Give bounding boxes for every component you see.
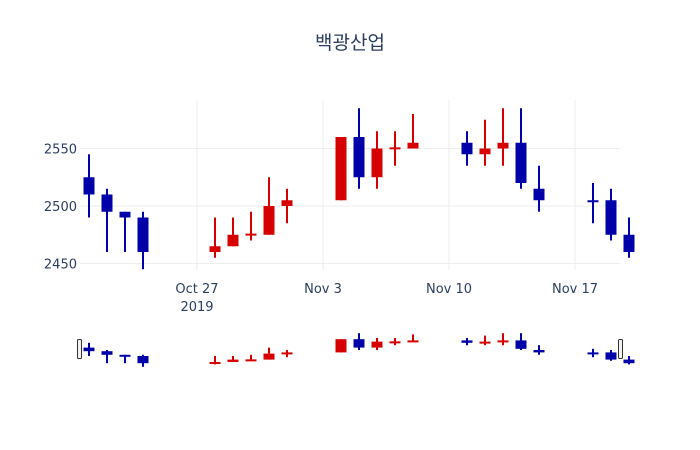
candle[interactable] <box>119 211 131 252</box>
slider-candle[interactable] <box>587 348 599 358</box>
candle[interactable] <box>497 108 509 166</box>
candle[interactable] <box>281 188 293 224</box>
candle[interactable] <box>83 154 95 218</box>
y-tick-label: 2450 <box>44 258 77 273</box>
slider-candle[interactable] <box>353 333 365 350</box>
slider-candle[interactable] <box>389 338 401 346</box>
candle[interactable] <box>605 188 617 241</box>
slider-candle[interactable] <box>461 338 473 346</box>
candles[interactable] <box>83 108 635 270</box>
candle[interactable] <box>515 108 527 189</box>
range-slider-left-handle[interactable] <box>77 339 82 359</box>
range-slider[interactable] <box>77 333 635 367</box>
slider-candle[interactable] <box>407 334 419 343</box>
slider-candle[interactable] <box>101 350 113 364</box>
candle[interactable] <box>227 217 239 247</box>
candle[interactable] <box>389 131 401 166</box>
candle[interactable] <box>461 131 473 166</box>
candle[interactable] <box>371 131 383 189</box>
slider-candle[interactable] <box>479 335 491 346</box>
y-tick-label: 2550 <box>44 143 77 158</box>
slider-candle[interactable] <box>533 345 545 355</box>
x-axis: Oct 27 2019 Nov 3 Nov 10 Nov 17 <box>175 282 598 315</box>
slider-candle[interactable] <box>623 356 635 365</box>
slider-candle[interactable] <box>227 356 239 362</box>
slider-candle[interactable] <box>137 354 149 367</box>
slider-candle[interactable] <box>119 354 131 364</box>
slider-candle[interactable] <box>605 350 617 361</box>
slider-candle[interactable] <box>515 333 527 350</box>
candle[interactable] <box>263 177 275 235</box>
slider-candle[interactable] <box>497 333 509 346</box>
candle[interactable] <box>335 137 347 201</box>
candle[interactable] <box>407 114 419 149</box>
x-tick-year-label: 2019 <box>180 300 213 315</box>
x-tick-label: Nov 10 <box>426 282 472 297</box>
candle[interactable] <box>533 165 545 212</box>
slider-candle[interactable] <box>371 338 383 350</box>
chart-title: 백광산업 <box>315 32 385 54</box>
candle[interactable] <box>623 217 635 258</box>
y-axis: 2450 2500 2550 <box>44 143 77 273</box>
candle[interactable] <box>137 211 149 270</box>
candle[interactable] <box>587 183 599 224</box>
slider-candle[interactable] <box>263 347 275 360</box>
candle[interactable] <box>353 108 365 189</box>
slider-candle[interactable] <box>281 350 293 358</box>
slider-candle[interactable] <box>209 356 221 365</box>
candle[interactable] <box>101 188 113 252</box>
x-tick-label: Oct 27 <box>175 282 218 297</box>
slider-candle[interactable] <box>83 342 95 356</box>
slider-candle[interactable] <box>335 339 347 353</box>
candle[interactable] <box>245 211 257 241</box>
range-slider-right-handle[interactable] <box>618 339 623 359</box>
x-tick-label: Nov 17 <box>552 282 598 297</box>
candle[interactable] <box>479 119 491 166</box>
x-tick-label: Nov 3 <box>304 282 342 297</box>
gridlines <box>80 100 620 270</box>
y-tick-label: 2500 <box>44 200 77 215</box>
slider-candle[interactable] <box>245 354 257 362</box>
candle[interactable] <box>209 217 221 258</box>
